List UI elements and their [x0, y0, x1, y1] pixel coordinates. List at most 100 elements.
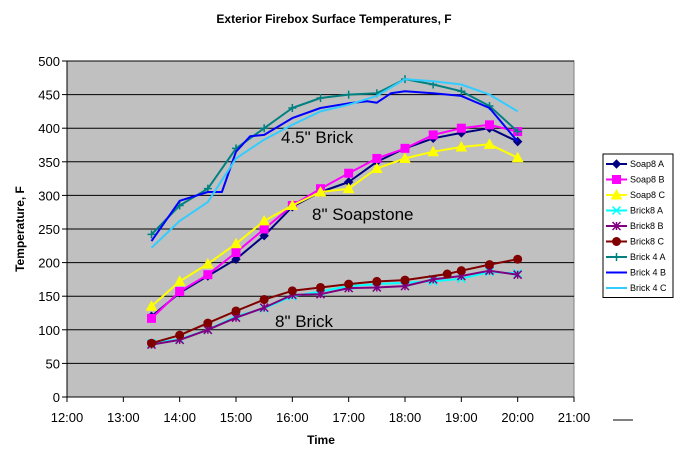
data-point-soap8-c-9 [399, 152, 411, 163]
data-point-brick-4-a-7 [344, 90, 353, 99]
data-point-soap8-c-7 [342, 182, 355, 194]
x-tick-label-14-00: 14:00 [163, 410, 196, 425]
y-axis-title: Temperature, F [13, 186, 27, 272]
data-point-brick8-b-13 [513, 270, 523, 280]
data-point-brick-4-a-4 [260, 124, 269, 133]
data-point-brick-4-a-5 [288, 104, 297, 113]
plot-area: 0 50 100 150 200 250 300 350 400 450 500 12:00 13:00… [38, 54, 590, 425]
series-line-brick8-b [151, 269, 518, 346]
legend-marker-brick8-a [611, 205, 622, 216]
legend-item-brick-4-b: Brick 4 B [606, 268, 666, 278]
legend-label-soap8-b: Soap8 B [630, 175, 665, 185]
data-point-brick8-c-13 [513, 254, 523, 264]
y-tick-label-100: 100 [38, 323, 60, 338]
data-point-soap8-a-4 [259, 231, 269, 241]
data-point-brick8-c-1 [175, 330, 185, 340]
data-point-brick8-c-12 [485, 260, 494, 270]
data-point-soap8-b-3 [231, 248, 241, 258]
data-point-soap8-c-3 [230, 237, 242, 249]
series-brick-4-c [150, 78, 519, 249]
data-point-soap8-c-5 [286, 199, 299, 210]
data-point-brick8-c-9 [400, 275, 410, 285]
x-tick-label-13-00: 13:00 [107, 410, 140, 425]
y-tick-label-500: 500 [38, 54, 60, 69]
data-point-soap8-b-12 [485, 120, 494, 130]
legend-marker-soap8-a [611, 159, 622, 169]
series-line-brick-4-a [150, 78, 519, 236]
data-point-soap8-b-2 [203, 270, 213, 280]
data-point-soap8-b-0 [147, 313, 156, 323]
data-point-brick8-c-7 [344, 279, 354, 289]
data-point-brick8-c-10 [442, 269, 452, 279]
x-tick-label-15-00: 15:00 [220, 410, 253, 425]
x-tick-label-12-00: 12:00 [51, 410, 84, 425]
legend-marker-soap8-c [610, 188, 623, 200]
data-point-brick8-c-5 [287, 286, 297, 296]
legend-marker-brick8-b [611, 221, 622, 231]
data-point-brick-4-a-0 [147, 230, 156, 239]
legend-label-soap8-c: Soap8 C [630, 190, 666, 200]
legend-marker-soap8-b [612, 175, 621, 184]
legend-item-soap8-c: Soap8 C [606, 188, 666, 200]
series-brick-4-b [150, 90, 519, 242]
x-tick-label-20-00: 20:00 [501, 410, 534, 425]
series-line-soap8-b [150, 123, 518, 320]
data-point-soap8-b-9 [400, 143, 410, 153]
y-tick-label-50: 50 [46, 356, 60, 371]
data-point-soap8-c-6 [314, 186, 327, 197]
data-point-soap8-b-4 [259, 224, 269, 234]
y-tick-label-250: 250 [38, 222, 60, 237]
data-point-brick8-c-2 [203, 318, 213, 328]
legend-item-brick-4-c: Brick 4 C [606, 283, 667, 293]
y-tick-label-0: 0 [53, 390, 60, 405]
data-point-soap8-b-7 [344, 168, 354, 178]
legend: Soap8 A Soap8 B Soap8 C Brick8 A Brick8 B Bri… [602, 153, 674, 298]
series-line-brick-4-c [150, 78, 519, 249]
x-tick-label-16-00: 16:00 [276, 410, 309, 425]
chart-title: Exterior Firebox Surface Temperatures, F [216, 12, 451, 26]
series-line-soap8-c [150, 143, 519, 308]
data-point-soap8-c-4 [258, 214, 271, 226]
annotation-4-5-brick: 4.5" Brick [281, 128, 354, 147]
series-line-soap8-a [150, 127, 519, 318]
legend-marker-brick8-c [612, 237, 621, 246]
data-point-soap8-c-2 [201, 257, 214, 269]
x-tick-label-19-00: 19:00 [445, 410, 478, 425]
y-tick-label-300: 300 [38, 188, 60, 203]
data-point-soap8-c-8 [370, 162, 383, 174]
x-tick-label-18-00: 18:00 [389, 410, 422, 425]
data-point-soap8-b-11 [456, 123, 466, 133]
y-tick-label-150: 150 [38, 289, 60, 304]
x-tick-label-21-00: 21:00 [558, 410, 591, 425]
y-tick-label-200: 200 [38, 256, 60, 271]
series-line-brick-4-b [150, 90, 519, 242]
data-point-brick8-b-4 [259, 303, 269, 313]
legend-label-brick8-b: Brick8 B [630, 221, 664, 231]
legend-item-soap8-a: Soap8 A [606, 159, 664, 169]
data-point-brick8-c-3 [231, 306, 241, 316]
data-point-brick-4-a-13 [513, 127, 522, 136]
data-point-brick8-c-4 [259, 295, 269, 305]
legend-item-brick-4-a: Brick 4 A [606, 252, 666, 262]
legend-marker-brick-4-a [612, 253, 621, 261]
data-point-brick-4-a-6 [316, 93, 325, 102]
annotation-8-brick: 8" Brick [275, 312, 333, 331]
legend-label-brick8-a: Brick8 A [630, 206, 663, 216]
x-axis-title: Time [307, 433, 335, 447]
data-point-soap8-c-10 [427, 145, 440, 157]
data-point-soap8-c-1 [173, 275, 186, 286]
data-point-soap8-c-0 [145, 300, 158, 311]
y-tick-label-450: 450 [38, 88, 60, 103]
legend-item-brick8-c: Brick8 C [606, 237, 665, 247]
data-point-soap8-b-10 [428, 130, 438, 140]
y-tick-label-400: 400 [38, 121, 60, 136]
data-point-brick8-c-6 [316, 282, 325, 292]
data-point-soap8-a-3 [231, 254, 241, 264]
data-point-brick8-c-11 [456, 266, 466, 276]
legend-item-soap8-b: Soap8 B [606, 175, 665, 185]
y-tick-label-350: 350 [38, 155, 60, 170]
data-point-brick8-c-8 [372, 276, 382, 286]
data-point-brick-4-a-11 [457, 87, 466, 96]
